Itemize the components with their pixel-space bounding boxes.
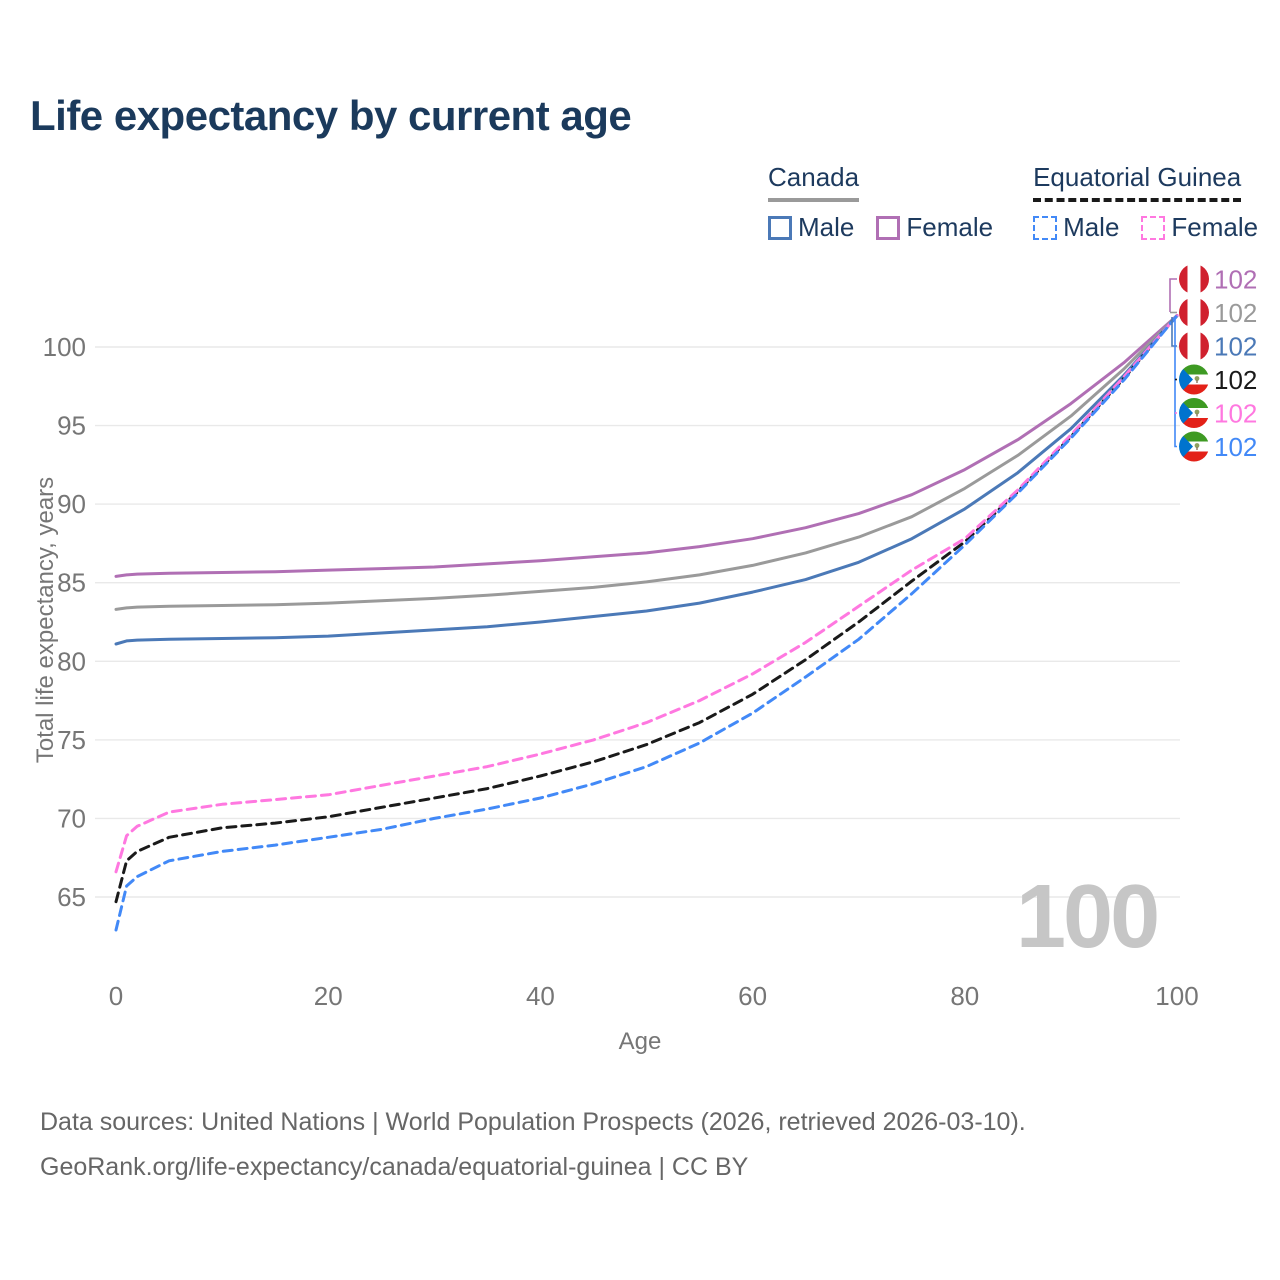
y-tick-label: 90	[57, 489, 86, 519]
x-tick-label: 20	[314, 981, 343, 1011]
legend: Canada Male Female Equatorial Guinea Mal…	[768, 162, 1258, 243]
y-tick-label: 85	[57, 568, 86, 598]
series-line-gq-both[interactable]	[114, 314, 1179, 904]
end-label-canada-both: 102	[1214, 298, 1257, 328]
footer-attribution: GeoRank.org/life-expectancy/canada/equat…	[40, 1153, 749, 1181]
end-label-gq-male: 102	[1214, 432, 1257, 462]
y-axis-title: Total life expectancy, years	[32, 476, 59, 764]
x-tick-label: 80	[950, 981, 979, 1011]
end-label-canada-female: 102	[1214, 265, 1257, 295]
legend-header-canada[interactable]: Canada	[768, 162, 860, 202]
y-tick-label: 65	[57, 882, 86, 912]
x-axis-title: Age	[618, 1028, 662, 1055]
series-line-gq-female[interactable]	[114, 314, 1179, 874]
series-line-canada-both[interactable]	[114, 314, 1179, 611]
end-label-connector	[1169, 278, 1177, 312]
legend-item-gq-male[interactable]: Male	[1033, 212, 1119, 243]
series-line-canada-female[interactable]	[114, 314, 1179, 578]
y-tick-label: 70	[57, 803, 86, 833]
canada-flag-icon	[1179, 331, 1209, 361]
legend-item-gq-female[interactable]: Female	[1141, 212, 1258, 243]
x-tick-label: 40	[526, 981, 555, 1011]
y-tick-label: 100	[43, 332, 86, 362]
chart-area: 65 70 75 80 85 90 95 100 0 20 40 60 80 100 102 102 102 10…	[0, 250, 1280, 1055]
canada-male-swatch	[768, 215, 792, 240]
legend-group-equatorial-guinea: Equatorial Guinea Male Female	[1033, 162, 1258, 243]
end-label-canada-male: 102	[1214, 332, 1257, 362]
legend-item-canada-male[interactable]: Male	[768, 212, 854, 243]
legend-item-canada-female[interactable]: Female	[876, 212, 993, 243]
legend-header-equatorial-guinea[interactable]: Equatorial Guinea	[1033, 162, 1242, 202]
footer: Data sources: United Nations | World Pop…	[40, 1108, 1026, 1198]
gq-male-swatch	[1033, 215, 1058, 240]
y-tick-label: 75	[57, 725, 86, 755]
x-tick-label: 60	[738, 981, 767, 1011]
legend-item-label: Male	[798, 212, 855, 242]
series-line-canada-male[interactable]	[114, 314, 1179, 646]
series-line-gq-male[interactable]	[114, 314, 1179, 932]
legend-item-label: Female	[906, 212, 994, 242]
equatorial-guinea-flag-icon	[1179, 398, 1209, 428]
x-tick-label: 0	[109, 981, 123, 1011]
legend-item-label: Male	[1063, 212, 1120, 242]
end-label-gq-both: 102	[1214, 365, 1257, 395]
legend-item-label: Female	[1171, 212, 1259, 242]
gq-female-swatch	[1141, 215, 1166, 240]
legend-items-canada: Male Female	[768, 212, 993, 243]
page-title: Life expectancy by current age	[30, 92, 632, 139]
equatorial-guinea-flag-icon	[1179, 431, 1209, 462]
y-tick-label: 80	[57, 646, 86, 676]
age-watermark: 100	[1016, 867, 1160, 967]
y-tick-label: 95	[57, 411, 86, 441]
end-label-gq-female: 102	[1214, 399, 1257, 429]
equatorial-guinea-flag-icon	[1179, 364, 1209, 395]
end-label-connector	[1174, 318, 1177, 448]
canada-flag-icon	[1179, 264, 1209, 294]
legend-items-equatorial-guinea: Male Female	[1033, 212, 1258, 243]
x-tick-label: 100	[1155, 981, 1198, 1011]
footer-data-sources: Data sources: United Nations | World Pop…	[40, 1108, 1026, 1136]
canada-flag-icon	[1179, 297, 1209, 328]
canada-female-swatch	[876, 215, 901, 240]
legend-group-canada: Canada Male Female	[768, 162, 993, 243]
